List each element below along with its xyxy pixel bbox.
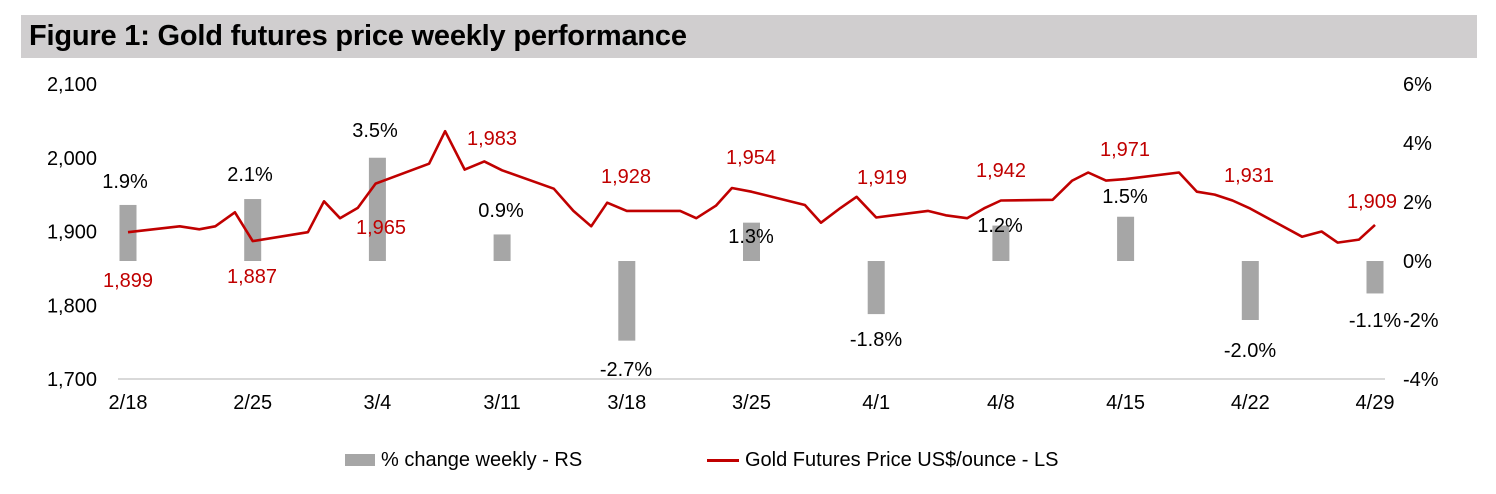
x-axis-tick-label: 4/22	[1231, 392, 1270, 414]
bar-data-label: -2.7%	[600, 359, 652, 381]
figure-title-bar: Figure 1: Gold futures price weekly perf…	[21, 15, 1477, 58]
bar-data-label: 3.5%	[352, 120, 398, 142]
bar	[244, 199, 262, 261]
price-data-label: 1,919	[857, 167, 907, 189]
left-axis-tick-label: 2,000	[47, 148, 97, 170]
axes: 1,700 1,800 1,900 2,000 2,100 -4% -2% 0% 2% 4% 6% 2…	[47, 74, 1439, 414]
x-axis-tick-label: 3/4	[363, 392, 391, 414]
right-axis-tick-label: -4%	[1403, 369, 1439, 391]
bar-data-label: 2.1%	[227, 164, 273, 186]
legend-line-swatch	[707, 458, 739, 462]
price-data-label: 1,931	[1224, 165, 1274, 187]
bar-data-label: 1.3%	[728, 226, 774, 248]
legend-item-bars: % change weekly - RS	[345, 447, 582, 473]
bar-series	[119, 157, 1384, 341]
price-data-label: 1,954	[726, 147, 776, 169]
bar	[493, 234, 511, 261]
bar	[743, 222, 760, 261]
bar	[992, 225, 1010, 261]
right-axis-tick-label: -2%	[1403, 310, 1439, 332]
x-axis-tick-label: 3/11	[483, 392, 520, 414]
bar-data-label: 1.2%	[977, 215, 1023, 237]
bar	[867, 261, 885, 315]
bar-data-label: 0.9%	[478, 200, 524, 222]
bar-data-label: 1.5%	[1102, 186, 1148, 208]
data-labels: 1.9% 2.1% 3.5% 0.9% -2.7% 1.3% -1.8% 1.2% 1.5% -2…	[102, 120, 1401, 381]
line-series	[127, 129, 1376, 244]
legend-item-line: Gold Futures Price US$/ounce - LS	[707, 447, 1058, 473]
price-data-label: 1,965	[356, 217, 406, 239]
right-axis-tick-label: 2%	[1403, 192, 1432, 214]
x-axis-tick-label: 4/15	[1106, 392, 1145, 414]
bar	[1241, 261, 1259, 320]
x-axis-tick-label: 2/18	[109, 392, 148, 414]
left-axis-tick-label: 1,900	[47, 222, 97, 244]
bar-data-label: -1.8%	[850, 329, 902, 351]
legend-bar-swatch	[345, 454, 375, 466]
price-data-label: 1,909	[1347, 191, 1397, 213]
left-axis-tick-label: 1,800	[47, 295, 97, 317]
price-data-label: 1,928	[601, 166, 651, 188]
bar-data-label: -2.0%	[1224, 340, 1276, 362]
bar	[119, 204, 137, 261]
figure-title: Figure 1: Gold futures price weekly perf…	[29, 20, 687, 52]
left-axis-tick-label: 1,700	[47, 369, 97, 391]
price-data-label: 1,899	[103, 270, 153, 292]
x-axis-tick-label: 3/25	[732, 392, 771, 414]
legend-line-label: Gold Futures Price US$/ounce - LS	[745, 448, 1059, 471]
right-axis-tick-label: 4%	[1403, 133, 1432, 155]
bar	[1366, 261, 1384, 294]
legend-bar-label: % change weekly - RS	[381, 448, 583, 471]
bar	[618, 261, 636, 341]
x-axis-tick-label: 4/1	[862, 392, 890, 414]
bar	[1117, 216, 1135, 261]
bar-data-label: 1.9%	[102, 171, 148, 193]
price-data-label: 1,971	[1100, 139, 1150, 161]
x-axis-tick-label: 3/18	[607, 392, 646, 414]
price-data-label: 1,942	[976, 160, 1026, 182]
price-line	[127, 129, 1376, 244]
bar-data-label: -1.1%	[1349, 310, 1401, 332]
x-axis-tick-label: 4/29	[1356, 392, 1395, 414]
bar	[368, 157, 386, 261]
right-axis-tick-label: 6%	[1403, 74, 1432, 96]
x-axis-tick-label: 2/25	[233, 392, 272, 414]
left-axis-tick-label: 2,100	[47, 74, 97, 96]
x-axis-tick-label: 4/8	[987, 392, 1015, 414]
price-data-label: 1,887	[227, 266, 277, 288]
price-data-label: 1,983	[467, 128, 517, 150]
right-axis-tick-label: 0%	[1403, 251, 1432, 273]
